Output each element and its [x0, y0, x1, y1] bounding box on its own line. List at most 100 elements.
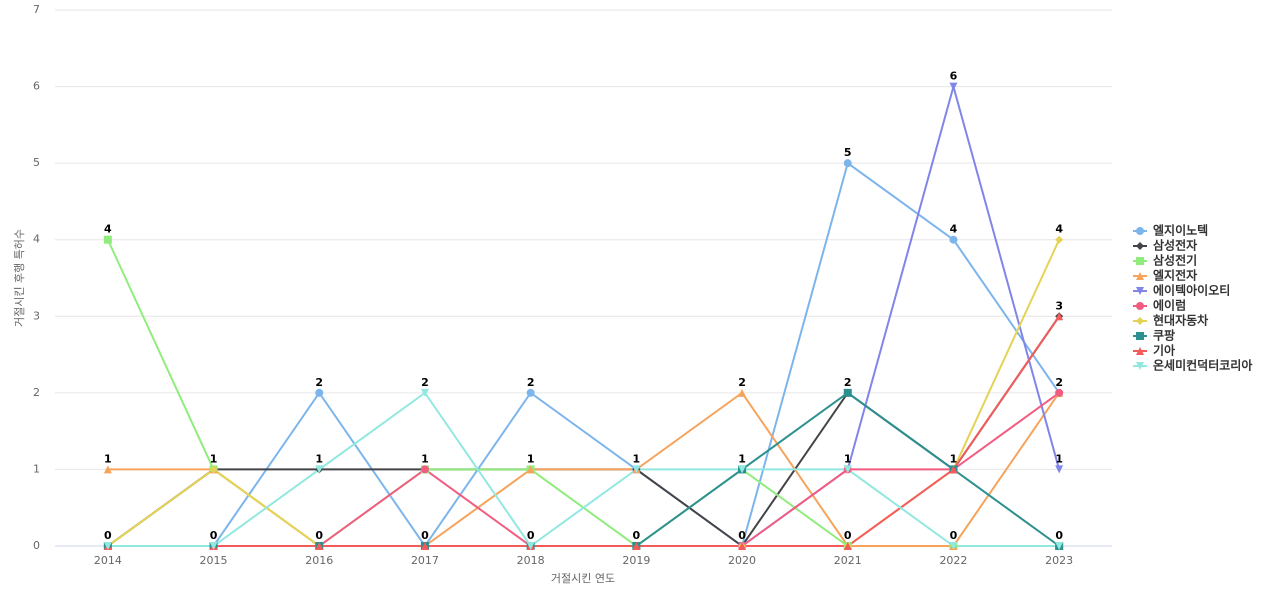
data-label: 0 [527, 529, 535, 542]
data-label: 1 [633, 452, 641, 465]
legend-item[interactable]: 현대자동차 [1133, 313, 1208, 328]
data-label: 0 [315, 529, 323, 542]
legend-item[interactable]: 기아 [1133, 343, 1175, 358]
data-label: 0 [950, 529, 958, 542]
data-label: 0 [738, 529, 746, 542]
marker [632, 465, 641, 474]
y-tick-label: 7 [33, 3, 40, 16]
legend-label: 엘지전자 [1153, 268, 1197, 283]
y-tick-label: 3 [33, 309, 40, 322]
marker [526, 388, 535, 397]
marker [1136, 332, 1144, 340]
legend-item[interactable]: 에이텍아이오티 [1133, 283, 1230, 298]
legend-item[interactable]: 삼성전기 [1133, 253, 1197, 268]
data-label: 0 [210, 529, 218, 542]
marker [315, 388, 324, 397]
marker [1055, 312, 1064, 321]
x-tick-label: 2014 [94, 554, 122, 567]
data-label: 2 [315, 376, 323, 389]
data-label: 1 [844, 452, 852, 465]
marker [209, 542, 218, 550]
legend-label: 온세미컨덕터코리아 [1153, 358, 1252, 373]
marker [1055, 542, 1064, 550]
data-label: 0 [421, 529, 429, 542]
marker [1136, 287, 1144, 295]
marker [1136, 317, 1144, 325]
y-tick-label: 0 [33, 539, 40, 552]
marker [1136, 257, 1144, 265]
legend-label: 기아 [1153, 343, 1175, 358]
x-tick-label: 2023 [1045, 554, 1073, 567]
y-tick-label: 5 [33, 156, 40, 169]
data-label: 2 [844, 376, 852, 389]
legend-item[interactable]: 에이럼 [1133, 298, 1186, 313]
legend-label: 에이럼 [1153, 298, 1186, 313]
marker [738, 465, 747, 474]
y-tick-label: 2 [33, 386, 40, 399]
marker [738, 388, 747, 397]
marker [843, 542, 852, 550]
y-axis-title: 거절시킨 후행 특허수 [13, 229, 26, 327]
x-tick-label: 2017 [411, 554, 439, 567]
legend-label: 삼성전기 [1153, 253, 1197, 268]
y-tick-label: 4 [33, 233, 40, 246]
x-tick-label: 2020 [728, 554, 756, 567]
marker [1055, 235, 1064, 244]
x-axis-title: 거절시킨 연도 [551, 572, 615, 585]
marker [949, 82, 958, 91]
data-label: 1 [421, 452, 429, 465]
data-label: 4 [950, 223, 958, 236]
marker [843, 388, 852, 397]
marker [103, 235, 112, 244]
marker [526, 465, 535, 474]
marker [632, 542, 641, 550]
data-label: 4 [104, 223, 112, 236]
marker [420, 542, 429, 550]
legend-label: 현대자동차 [1153, 313, 1208, 328]
x-tick-label: 2018 [517, 554, 545, 567]
data-label: 1 [738, 452, 746, 465]
data-label: 6 [950, 70, 958, 83]
data-label: 5 [844, 146, 852, 159]
data-label: 2 [1055, 376, 1063, 389]
x-tick-label: 2015 [200, 554, 228, 567]
legend-item[interactable]: 엘지이노텍 [1133, 223, 1208, 238]
series-line [107, 391, 1060, 548]
marker [526, 542, 535, 550]
marker [1136, 302, 1144, 310]
legend-item[interactable]: 엘지전자 [1133, 268, 1197, 283]
data-label: 1 [104, 452, 112, 465]
marker [315, 465, 324, 474]
marker [1136, 272, 1144, 280]
marker [103, 465, 112, 474]
x-tick-label: 2019 [622, 554, 650, 567]
data-label: 0 [633, 529, 641, 542]
marker [949, 235, 958, 244]
data-label: 2 [421, 376, 429, 389]
marker [315, 542, 324, 550]
legend-label: 삼성전자 [1153, 238, 1197, 253]
marker [420, 465, 429, 474]
data-label: 0 [1055, 529, 1063, 542]
y-tick-label: 1 [33, 462, 40, 475]
data-label: 1 [1055, 452, 1063, 465]
legend-item[interactable]: 쿠팡 [1133, 328, 1175, 343]
legend-item[interactable]: 삼성전자 [1133, 238, 1197, 253]
legend-item[interactable]: 온세미컨덕터코리아 [1133, 358, 1252, 373]
data-label: 2 [527, 376, 535, 389]
marker [1136, 347, 1144, 355]
y-tick-label: 6 [33, 80, 40, 93]
data-label: 3 [1055, 299, 1063, 312]
marker [1136, 227, 1144, 235]
marker [420, 388, 429, 397]
data-label: 0 [104, 529, 112, 542]
marker [843, 159, 852, 168]
legend-label: 에이텍아이오티 [1153, 283, 1230, 298]
marker [843, 465, 852, 474]
data-label: 0 [844, 529, 852, 542]
x-tick-label: 2022 [939, 554, 967, 567]
data-label: 1 [210, 452, 218, 465]
marker [103, 542, 112, 550]
x-tick-label: 2021 [834, 554, 862, 567]
